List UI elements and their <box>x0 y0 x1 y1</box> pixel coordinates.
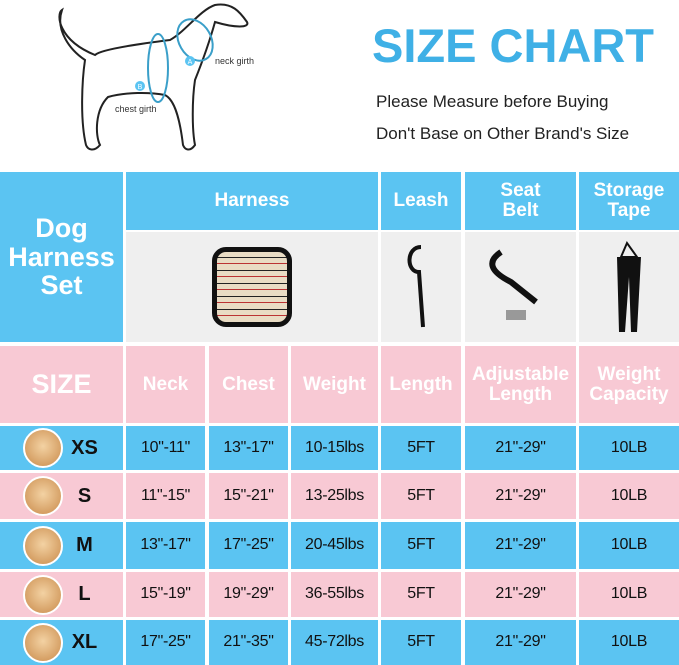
table-cell: 5FT <box>381 522 461 569</box>
table-cell: 21"-29" <box>465 620 576 665</box>
product-seat-belt: Seat Belt <box>465 172 576 230</box>
column-header: Weight Capacity <box>579 346 679 423</box>
size-header: SIZE <box>0 346 123 423</box>
table-cell: 21"-29" <box>465 473 576 519</box>
dog-measurement-diagram: A B neck girth chest girth <box>58 3 254 151</box>
table-cell: 5FT <box>381 572 461 617</box>
column-header: Length <box>381 346 461 423</box>
table-cell: 45-72lbs <box>291 620 378 665</box>
column-header: Adjustable Length <box>465 346 576 423</box>
product-leash: Leash <box>381 172 461 230</box>
table-cell: 5FT <box>381 473 461 519</box>
table-cell: 20-45lbs <box>291 522 378 569</box>
table-cell: 21"-35" <box>209 620 288 665</box>
size-cell: S <box>0 473 123 519</box>
table-cell: 21"-29" <box>465 522 576 569</box>
table-cell: 10LB <box>579 572 679 617</box>
size-label: M <box>76 534 93 556</box>
table-cell: 21"-29" <box>465 572 576 617</box>
size-label: L <box>78 583 91 605</box>
table-cell: 13"-17" <box>126 522 205 569</box>
storage-tape-image <box>579 232 679 342</box>
column-header: Weight <box>291 346 378 423</box>
column-header: Chest <box>209 346 288 423</box>
table-cell: 5FT <box>381 620 461 665</box>
subtitle-1: Please Measure before Buying <box>376 92 609 111</box>
column-header: Neck <box>126 346 205 423</box>
size-label: XS <box>71 436 98 459</box>
dog-avatar <box>22 525 63 566</box>
seat-belt-image <box>465 232 576 342</box>
subtitle-2: Don't Base on Other Brand's Size <box>376 124 630 143</box>
neck-girth-label: neck girth <box>215 56 254 66</box>
size-cell: XS <box>0 426 123 470</box>
table-cell: 10LB <box>579 426 679 470</box>
table-cell: 5FT <box>381 426 461 470</box>
table-cell: 21"-29" <box>465 426 576 470</box>
set-label: Dog Harness Set <box>0 172 123 342</box>
table-cell: 10LB <box>579 522 679 569</box>
product-storage-tape: Storage Tape <box>579 172 679 230</box>
size-cell: L <box>0 572 123 617</box>
marker-b: B <box>138 84 143 91</box>
dog-avatar <box>22 574 63 615</box>
product-harness: Harness <box>126 172 378 230</box>
table-cell: 19"-29" <box>209 572 288 617</box>
table-cell: 10-15lbs <box>291 426 378 470</box>
size-cell: M <box>0 522 123 569</box>
table-cell: 13-25lbs <box>291 473 378 519</box>
dog-avatar <box>22 476 63 516</box>
size-label: XL <box>71 631 98 653</box>
dog-avatar <box>22 428 63 468</box>
size-label: S <box>77 484 92 507</box>
table-cell: 10LB <box>579 620 679 665</box>
table-cell: 17"-25" <box>126 620 205 665</box>
table-cell: 10"-11" <box>126 426 205 470</box>
dog-outline-icon <box>58 3 249 151</box>
harness-image <box>126 232 378 342</box>
table-cell: 15"-21" <box>209 473 288 519</box>
dog-avatar <box>22 622 63 663</box>
chest-girth-label: chest girth <box>115 104 157 114</box>
leash-image <box>381 232 461 342</box>
marker-a: A <box>188 59 193 66</box>
table-cell: 17"-25" <box>209 522 288 569</box>
table-cell: 13"-17" <box>209 426 288 470</box>
table-cell: 36-55lbs <box>291 572 378 617</box>
table-cell: 11"-15" <box>126 473 205 519</box>
table-cell: 15"-19" <box>126 572 205 617</box>
size-cell: XL <box>0 620 123 665</box>
page-title: SIZE CHART <box>372 19 654 72</box>
table-cell: 10LB <box>579 473 679 519</box>
